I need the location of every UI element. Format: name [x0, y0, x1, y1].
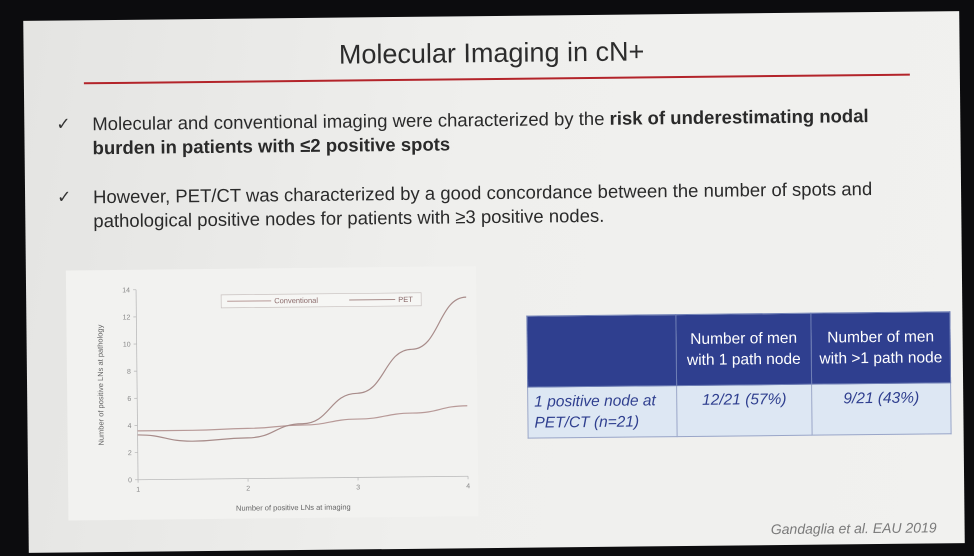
x-axis-label: Number of positive LNs at imaging — [236, 503, 351, 513]
slide-title: Molecular Imaging in cN+ — [338, 36, 645, 70]
series-line-conventional — [137, 405, 468, 432]
y-tick-label: 2 — [128, 450, 132, 457]
series-line-pet — [137, 296, 467, 442]
legend-box — [220, 292, 422, 309]
citation: Gandaglia et al. EAU 2019 — [770, 519, 937, 538]
y-tick-label: 10 — [123, 342, 131, 349]
slide: Molecular Imaging in cN+ ✓ Molecular and… — [23, 11, 965, 553]
y-tick-label: 6 — [127, 396, 131, 403]
bullet-2: ✓ However, PET/CT was characterized by a… — [57, 177, 917, 234]
bullet-2-text: However, PET/CT was characterized by a g… — [92, 178, 873, 232]
x-tick-label: 2 — [246, 486, 250, 493]
y-tick-label: 12 — [123, 314, 131, 321]
checkmark-icon: ✓ — [56, 114, 71, 134]
y-tick-label: 4 — [128, 423, 132, 430]
x-axis-line — [138, 475, 469, 481]
table-row-label: 1 positive node at PET/CT (n=21) — [527, 385, 678, 439]
table-header-empty — [526, 314, 677, 388]
legend-label-conventional: Conventional — [274, 296, 318, 305]
line-chart: 0 2 4 6 8 10 12 14 1 2 3 4 Number of positive LNs at… — [65, 266, 479, 521]
table-cell-multi-node: 9/21 (43%) — [811, 382, 952, 436]
results-table: Number of men with 1 path node Number of… — [526, 311, 952, 439]
y-axis-line — [135, 289, 139, 480]
x-tick-label: 3 — [356, 484, 360, 491]
x-tick-label: 4 — [466, 483, 470, 490]
table-header-row: Number of men with 1 path node Number of… — [526, 311, 951, 388]
x-tick-label: 1 — [136, 487, 140, 494]
y-axis-label: Number of positive LNs at pathology — [95, 324, 105, 445]
table-header-one-node: Number of men with 1 path node — [675, 313, 812, 386]
table-cell-one-node: 12/21 (57%) — [676, 384, 813, 437]
table-row: 1 positive node at PET/CT (n=21) 12/21 (… — [527, 382, 952, 439]
bullet-1-text: Molecular and conventional imaging were … — [92, 104, 916, 161]
bullet-1: ✓ Molecular and conventional imaging wer… — [56, 104, 916, 161]
title-underline — [83, 73, 910, 85]
y-tick-label: 8 — [127, 369, 131, 376]
y-tick-label: 0 — [128, 477, 132, 484]
bullet-1-plain: Molecular and conventional imaging were … — [92, 107, 610, 135]
table-header-multi-node: Number of men with >1 path node — [810, 311, 951, 385]
y-tick-label: 14 — [122, 287, 130, 294]
legend-label-pet: PET — [398, 295, 413, 304]
checkmark-icon: ✓ — [56, 187, 72, 207]
